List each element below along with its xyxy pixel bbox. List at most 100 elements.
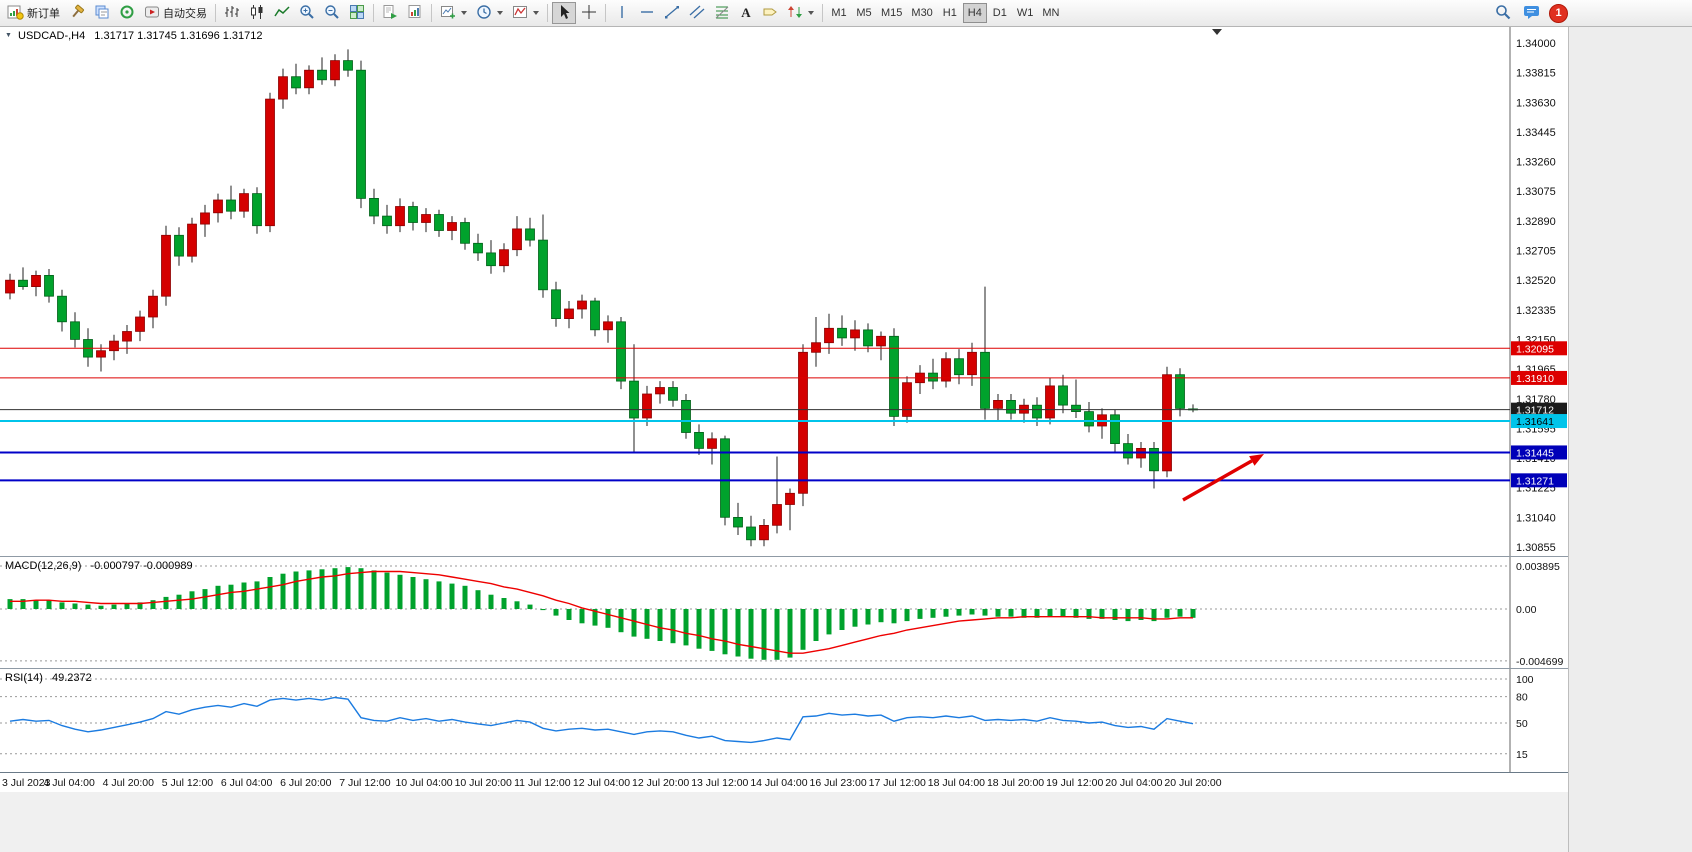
timeframe-h4-button[interactable]: H4 — [962, 3, 987, 23]
zoom-out-button[interactable] — [320, 2, 344, 24]
macd-bar — [618, 609, 624, 633]
candle — [954, 358, 964, 376]
timeframe-w1-button[interactable]: W1 — [1013, 3, 1038, 23]
macd-bar — [761, 609, 767, 660]
timeframe-m15-button[interactable]: M15 — [877, 3, 906, 23]
candle — [330, 60, 340, 81]
macd-bar — [1112, 609, 1118, 620]
tile-windows-icon — [349, 4, 365, 23]
macd-signal-line — [10, 570, 1193, 654]
autotrade-button[interactable]: 自动交易 — [140, 2, 211, 24]
horizontal-line-tool-button[interactable] — [635, 2, 659, 24]
timeframe-d1-button[interactable]: D1 — [988, 3, 1012, 23]
timeframe-mn-button[interactable]: MN — [1038, 3, 1063, 23]
new-chart-button[interactable] — [436, 2, 471, 24]
one-click-trading-icon[interactable]: ▼ — [5, 32, 12, 39]
macd-bar — [1034, 609, 1040, 618]
candle — [187, 223, 197, 257]
candle-chart-button[interactable] — [245, 2, 269, 24]
time-axis-label: 4 Jul 20:00 — [102, 777, 154, 789]
chat-button[interactable] — [1519, 2, 1545, 24]
macd-bar — [410, 577, 416, 609]
periods-button[interactable] — [472, 2, 507, 24]
rsi-chart[interactable]: 100 80 50 15 — [0, 669, 1568, 772]
macd-chart[interactable]: 0.003895 0.00 -0.004699 — [0, 557, 1568, 668]
time-axis-label: 7 Jul 12:00 — [339, 777, 391, 789]
templates-button[interactable] — [508, 2, 543, 24]
new-order-button[interactable]: 新订单 — [3, 2, 64, 24]
tile-windows-button[interactable] — [345, 2, 369, 24]
macd-bar — [163, 596, 169, 609]
bar-chart-button[interactable] — [220, 2, 244, 24]
macd-bar — [1099, 609, 1105, 619]
time-axis-label: 6 Jul 20:00 — [280, 777, 332, 789]
fibonacci-tool-button[interactable] — [710, 2, 734, 24]
timeframe-m5-button[interactable]: M5 — [852, 3, 876, 23]
zoom-in-button[interactable] — [295, 2, 319, 24]
macd-panel[interactable]: 0.003895 0.00 -0.004699 MACD(12,26,9) -0.0… — [0, 556, 1568, 668]
candle — [889, 335, 899, 417]
crosshair-button[interactable] — [577, 2, 601, 24]
time-axis[interactable]: 3 Jul 2023 4 Jul 04:00 4 Jul 20:00 5 Jul 12… — [0, 772, 1568, 793]
arrows-tool-button[interactable] — [783, 2, 818, 24]
chevron-down-icon — [808, 11, 814, 15]
macd-bar — [956, 609, 962, 616]
search-button[interactable] — [1491, 2, 1515, 24]
candle — [642, 393, 652, 419]
candle — [434, 214, 444, 231]
vertical-line-tool-button[interactable] — [610, 2, 634, 24]
macd-bar — [449, 583, 455, 609]
macd-header: MACD(12,26,9) -0.000797 -0.000989 — [5, 560, 193, 572]
candle — [590, 300, 600, 331]
market-depth-button[interactable] — [90, 2, 114, 24]
macd-bar — [202, 589, 208, 609]
candle — [96, 350, 106, 358]
timeframe-h1-button[interactable]: H1 — [938, 3, 962, 23]
rsi-panel[interactable]: 100 80 50 15 RSI(14) 49.2372 — [0, 668, 1568, 772]
tools-hammer-button[interactable] — [65, 2, 89, 24]
chart-shift-marker[interactable] — [1212, 29, 1222, 35]
price-axis-label: 1.32890 — [1516, 216, 1556, 228]
svg-text:1.31445: 1.31445 — [1516, 447, 1554, 459]
macd-bar — [735, 609, 741, 657]
timeframe-m1-button[interactable]: M1 — [827, 3, 851, 23]
channel-icon — [689, 4, 705, 23]
timeframe-m30-button[interactable]: M30 — [907, 3, 936, 23]
trendline-tool-button[interactable] — [660, 2, 684, 24]
price-tag — [1511, 473, 1567, 488]
candlestick-chart[interactable]: 1.34000 1.33815 1.33630 1.33445 1.33260 1.330… — [0, 27, 1568, 556]
line-chart-button[interactable] — [270, 2, 294, 24]
svg-text:50: 50 — [1516, 718, 1528, 730]
macd-bar — [397, 574, 403, 609]
macd-bar — [839, 609, 845, 630]
cursor-button[interactable] — [552, 2, 576, 24]
macd-bar — [228, 584, 234, 609]
macd-bar — [215, 585, 221, 609]
macd-bar — [176, 594, 182, 609]
trendline-icon — [664, 4, 680, 23]
new-chart-icon — [440, 4, 456, 23]
vline-icon — [614, 4, 630, 23]
label-tool-button[interactable] — [758, 2, 782, 24]
main-chart-panel[interactable]: 1.34000 1.33815 1.33630 1.33445 1.33260 1.330… — [0, 27, 1568, 556]
time-axis-label: 19 Jul 12:00 — [1046, 777, 1104, 789]
candle — [421, 214, 431, 223]
notification-badge[interactable]: 1 — [1549, 3, 1568, 23]
macd-bar — [384, 572, 390, 609]
macd-bar — [1190, 609, 1196, 618]
candle — [265, 98, 275, 227]
macd-bar — [371, 570, 377, 609]
macd-bar — [683, 609, 689, 646]
macd-bar — [7, 599, 13, 609]
macd-bar — [85, 604, 91, 609]
macd-bar — [787, 609, 793, 658]
terminal-button[interactable] — [403, 2, 427, 24]
strategy-tester-button[interactable] — [378, 2, 402, 24]
rsi-title: RSI(14) — [5, 672, 43, 684]
channel-tool-button[interactable] — [685, 2, 709, 24]
text-tool-button[interactable]: A — [735, 2, 757, 24]
candle — [395, 206, 405, 227]
time-axis-label: 20 Jul 04:00 — [1105, 777, 1163, 789]
community-button[interactable] — [115, 2, 139, 24]
macd-bar — [995, 609, 1001, 617]
